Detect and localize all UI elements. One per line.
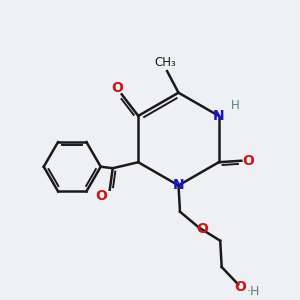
Text: O: O: [196, 222, 208, 236]
Text: H: H: [231, 99, 240, 112]
Text: N: N: [173, 178, 184, 192]
Text: O: O: [111, 81, 123, 95]
Text: O: O: [235, 280, 247, 294]
Text: ·H: ·H: [247, 285, 260, 298]
Text: CH₃: CH₃: [155, 56, 176, 69]
Text: O: O: [95, 189, 107, 203]
Text: O: O: [242, 154, 254, 168]
Text: N: N: [213, 109, 225, 123]
